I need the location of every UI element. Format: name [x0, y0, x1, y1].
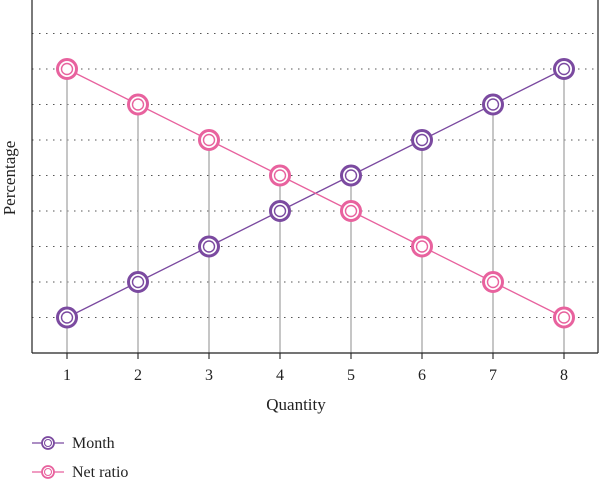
- x-tick-label: 7: [489, 367, 497, 384]
- legend-item: Month: [32, 435, 115, 452]
- data-point: [482, 271, 504, 293]
- data-point: [269, 200, 291, 222]
- series-markers: [56, 58, 575, 329]
- data-point: [482, 93, 504, 116]
- data-point: [269, 164, 291, 187]
- x-tick-label: 2: [134, 367, 142, 384]
- x-tick-label: 4: [276, 367, 284, 384]
- gridlines: [32, 33, 598, 318]
- data-point: [41, 436, 55, 450]
- x-tick-label: 5: [347, 367, 355, 384]
- x-axis-title: Quantity: [266, 395, 326, 414]
- data-point: [56, 58, 78, 80]
- data-point: [553, 306, 575, 329]
- data-point: [127, 93, 149, 116]
- x-tick-label: 8: [560, 367, 568, 384]
- axes: [31, 0, 599, 354]
- data-point: [41, 465, 55, 479]
- y-axis-title: Percentage: [0, 141, 19, 216]
- legend: Month Net ratio: [32, 435, 128, 481]
- legend-item: Net ratio: [32, 464, 128, 481]
- data-point: [411, 129, 433, 151]
- data-point: [340, 200, 362, 222]
- series-line: [66, 68, 565, 319]
- series-lines: [66, 68, 565, 319]
- legend-label: Net ratio: [72, 464, 128, 481]
- x-tick-label: 3: [205, 367, 213, 384]
- data-point: [198, 235, 220, 258]
- x-tick-label: 1: [63, 367, 71, 384]
- data-point: [411, 235, 433, 258]
- data-point: [56, 306, 78, 329]
- x-tick-label: 6: [418, 367, 426, 384]
- data-point: [198, 129, 220, 151]
- x-ticks: 1 2 3 4 5 6 7 8: [63, 353, 568, 384]
- legend-label: Month: [72, 435, 115, 452]
- data-point: [553, 58, 575, 80]
- data-point: [340, 164, 362, 187]
- data-point: [127, 271, 149, 293]
